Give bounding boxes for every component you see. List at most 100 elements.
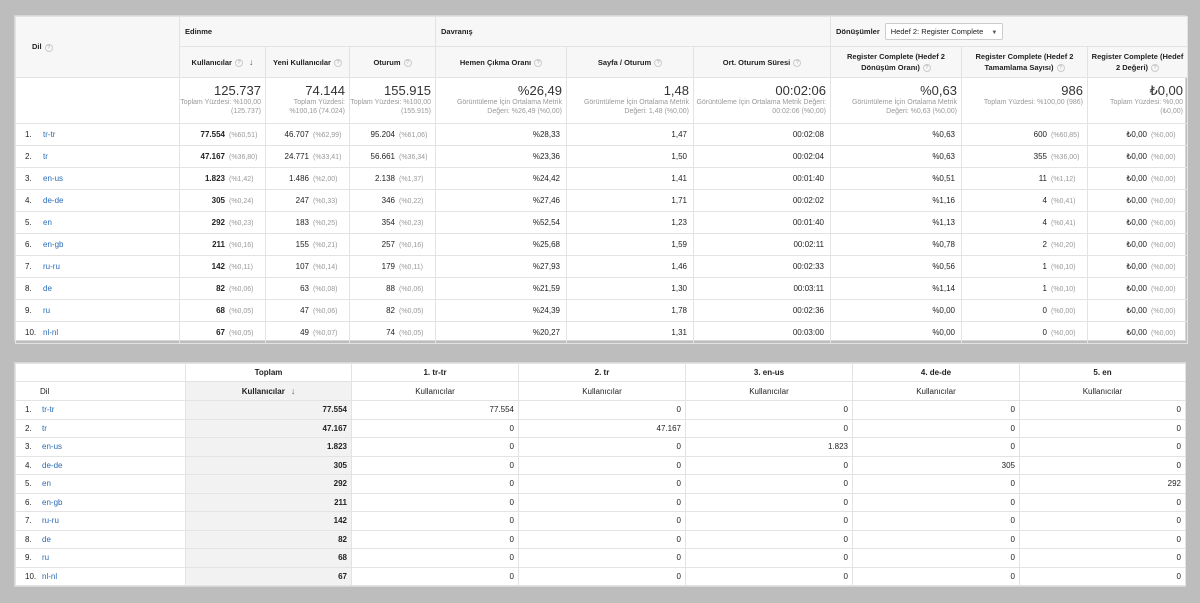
dimension-link[interactable]: ru-ru	[42, 516, 59, 526]
pivot-column-header[interactable]: 5. en	[1019, 363, 1186, 382]
dimension-link[interactable]: tr	[43, 152, 48, 161]
metric-percent: (%0,23)	[229, 220, 254, 227]
group-conversions-label: Dönüşümler	[836, 27, 880, 36]
metric-cell-bounce: %21,59	[435, 277, 567, 300]
pivot-column-header[interactable]: 1. tr-tr	[351, 363, 519, 382]
metric-cell-sess: 354 (%0,23)	[349, 211, 436, 234]
help-icon[interactable]: ?	[44, 43, 53, 52]
metric-value: 95.204	[370, 130, 395, 139]
metric-cell-pps: 1,41	[566, 167, 694, 190]
dimension-cell: 5. en	[15, 211, 180, 234]
dimension-link[interactable]: en-us	[42, 442, 63, 452]
dimension-link[interactable]: de-de	[42, 460, 63, 470]
pivot-row: 8. de 82 0 0 0 0 0	[15, 529, 1186, 549]
total-subtext: Toplam Yüzdesi: %100,00 (155.915)	[350, 99, 432, 115]
dimension-link[interactable]: ru-ru	[43, 262, 60, 271]
pivot-row: 4. de-de 305 0 0 0 305 0	[15, 455, 1186, 475]
dimension-link[interactable]: tr-tr	[43, 130, 56, 139]
column-header-5[interactable]: Ort. Oturum Süresi?	[693, 46, 831, 78]
pivot-column-header[interactable]: 4. de-de	[852, 363, 1020, 382]
pivot-metric-header[interactable]: Kullanıcılar	[518, 381, 686, 401]
help-icon[interactable]: ?	[534, 58, 543, 67]
column-header-6[interactable]: Register Complete (Hedef 2 Dönüşüm Oranı…	[830, 46, 962, 78]
goal-select[interactable]: Hedef 2: Register Complete ▼	[884, 23, 1004, 40]
dimension-link[interactable]: tr-tr	[42, 405, 55, 415]
pivot-metric-header[interactable]: Kullanıcılar	[1019, 381, 1186, 401]
pivot-row: 3. en-us 1.823 0 0 1.823 0 0	[15, 437, 1186, 457]
dimension-header[interactable]: Dil?	[15, 16, 180, 78]
metric-value: 24.771	[284, 152, 309, 161]
pivot-metric-header[interactable]: Kullanıcılar	[351, 381, 519, 401]
table-row: 7. ru-ru 142 (%0,11) 107 (%0,14) 179 (%0,11) %27…	[15, 255, 1189, 278]
metric-value: 00:01:40	[792, 218, 824, 227]
help-icon[interactable]: ?	[922, 64, 931, 73]
pivot-value-cell: 0	[685, 548, 853, 568]
pivot-column-header[interactable]: 3. en-us	[685, 363, 853, 382]
metric-cell-dur: 00:02:11	[693, 233, 831, 256]
total-value: 00:02:06	[775, 83, 826, 98]
group-acquisition: Edinme	[179, 16, 436, 47]
metric-cell-new: 24.771 (%33,41)	[265, 145, 350, 168]
pivot-dimension-cell: 10. nl-nl	[15, 566, 186, 586]
pivot-metric-header[interactable]: Kullanıcılar	[685, 381, 853, 401]
help-icon[interactable]: ?	[654, 58, 663, 67]
pivot-value-cell: 0	[685, 511, 853, 531]
pivot-value-cell: 47.167	[518, 418, 686, 438]
column-header-7[interactable]: Register Complete (Hedef 2 Tamamlama Say…	[961, 46, 1088, 78]
dimension-link[interactable]: en-gb	[42, 497, 63, 507]
help-icon[interactable]: ?	[234, 58, 243, 67]
column-header-4[interactable]: Sayfa / Oturum?	[566, 46, 694, 78]
pivot-column-header[interactable]: 2. tr	[518, 363, 686, 382]
dimension-link[interactable]: de	[42, 534, 51, 544]
table-row: 9. ru 68 (%0,05) 47 (%0,06) 82 (%0,05) %24,39 1,7…	[15, 299, 1189, 322]
column-header-1[interactable]: Yeni Kullanıcılar?	[265, 46, 350, 78]
pivot-value-cell: 305	[852, 455, 1020, 475]
dimension-link[interactable]: nl-nl	[42, 571, 58, 581]
pivot-dimension-cell: 9. ru	[15, 548, 186, 568]
metric-value: 346	[381, 196, 395, 205]
dimension-link[interactable]: en	[43, 218, 52, 227]
dimension-link[interactable]: en	[42, 479, 51, 489]
dimension-link[interactable]: en-us	[43, 174, 64, 183]
help-icon[interactable]: ?	[793, 58, 802, 67]
pivot-dimension-header[interactable]: Dil	[15, 381, 186, 401]
dimension-link[interactable]: nl-nl	[43, 328, 59, 337]
metric-percent: (%0,00)	[1151, 242, 1176, 249]
pivot-value-cell: 0	[1019, 529, 1186, 549]
help-icon[interactable]: ?	[333, 58, 342, 67]
metric-value: %28,33	[532, 130, 560, 139]
help-icon[interactable]: ?	[403, 58, 412, 67]
dimension-link[interactable]: de-de	[43, 196, 64, 205]
pivot-value-cell: 0	[1019, 400, 1186, 420]
metric-cell-conv: %1,14	[830, 277, 962, 300]
dimension-link[interactable]: ru	[42, 553, 50, 563]
column-header-0[interactable]: Kullanıcılar? ↓	[179, 46, 266, 78]
total-value: 986	[1061, 83, 1083, 98]
pivot-table: Toplam 1. tr-tr 2. tr 3. en-us 4. de-de 5. e…	[15, 363, 1186, 586]
dimension-link[interactable]: tr	[42, 423, 47, 433]
pivot-value-cell: 0	[685, 418, 853, 438]
total-value: %26,49	[517, 83, 562, 98]
metric-value: %27,93	[532, 262, 560, 271]
dimension-link[interactable]: en-gb	[43, 240, 64, 249]
column-header-3[interactable]: Hemen Çıkma Oranı?	[435, 46, 567, 78]
pivot-value-cell: 0	[518, 548, 686, 568]
pivot-total-metric-header[interactable]: Kullanıcılar ↓	[185, 381, 352, 401]
column-header-2[interactable]: Oturum?	[349, 46, 436, 78]
metric-value: 00:02:04	[792, 152, 824, 161]
metric-value: %1,14	[932, 284, 955, 293]
row-index: 4.	[25, 196, 32, 205]
metric-value: 1	[1042, 262, 1047, 271]
sort-arrow-icon: ↓	[290, 386, 296, 396]
help-icon[interactable]: ?	[1151, 64, 1160, 73]
pivot-table-panel: Toplam 1. tr-tr 2. tr 3. en-us 4. de-de 5. e…	[14, 362, 1186, 587]
total-subtext: Toplam Yüzdesi: %100,00 (986)	[983, 99, 1083, 106]
dimension-link[interactable]: de	[43, 284, 52, 293]
sort-arrow-icon: ↓	[248, 56, 254, 67]
column-header-8[interactable]: Register Complete (Hedef 2 Değeri)?	[1086, 46, 1189, 78]
help-icon[interactable]: ?	[1056, 64, 1065, 73]
dimension-link[interactable]: ru	[43, 306, 51, 315]
metric-cell-users: 211 (%0,16)	[179, 233, 266, 256]
pivot-metric-header[interactable]: Kullanıcılar	[852, 381, 1020, 401]
pivot-value-cell: 0	[852, 437, 1020, 457]
